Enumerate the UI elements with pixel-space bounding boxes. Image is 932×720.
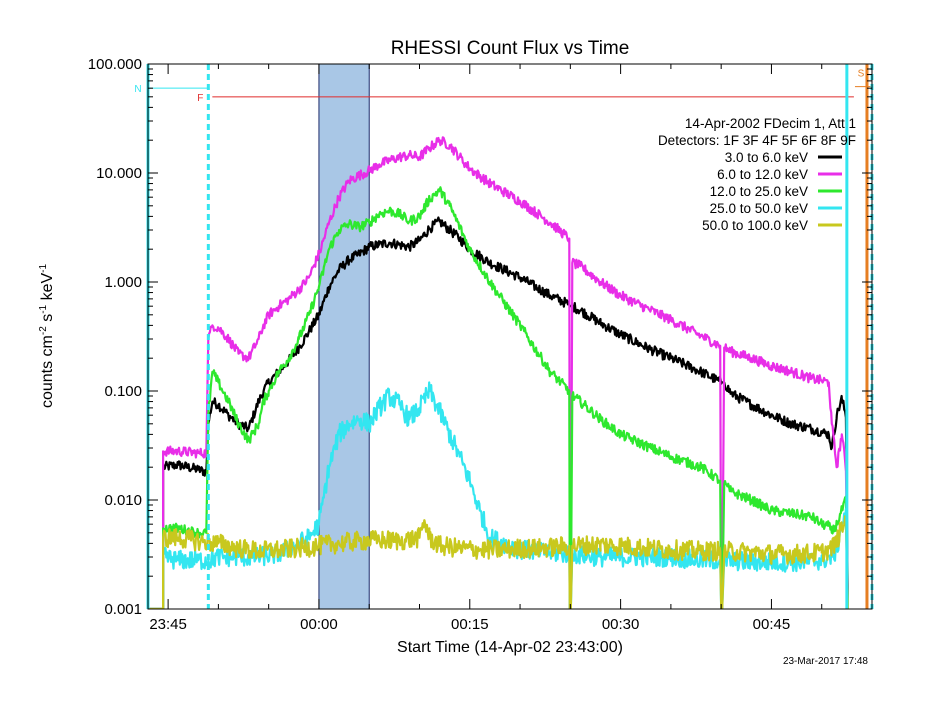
y-tick-label: 100.000 [88,56,142,73]
info-line-0: 14-Apr-2002 FDecim 1, Att 1 [685,116,856,131]
y-tick-label: 0.010 [104,492,142,509]
series-line-2 [148,186,849,609]
marker-label-4: S [858,69,865,80]
y-label-part-2: s [39,314,56,326]
x-tick-label: 00:00 [300,616,338,633]
x-tick-label: 00:30 [602,616,640,633]
series-line-0 [148,216,849,609]
series-line-1 [148,136,849,609]
legend-label-4: 50.0 to 100.0 keV [702,218,808,233]
x-tick-label: 00:15 [451,616,489,633]
footer-timestamp: 23-Mar-2017 17:48 [783,656,868,667]
marker-label-2: F [197,93,203,104]
legend-label-1: 6.0 to 12.0 keV [717,167,808,182]
y-label-part-0: counts cm [39,335,56,408]
y-label-part-4: keV [39,273,56,305]
series-line-4 [148,515,849,609]
y-label-part-1: -2 [38,326,49,335]
x-axis-label: Start Time (14-Apr-02 23:43:00) [397,639,623,656]
y-tick-label: 0.100 [104,383,142,400]
y-label-part-5: -1 [38,264,49,273]
y-label-part-3: -1 [38,304,49,313]
legend-label-3: 25.0 to 50.0 keV [710,201,808,216]
plot-frame [147,63,873,610]
y-tick-label: 0.001 [104,601,142,618]
legend-label-2: 12.0 to 25.0 keV [710,184,808,199]
legend-label-0: 3.0 to 6.0 keV [725,150,808,165]
shaded-interval [318,64,370,609]
marker-label-0: N [134,84,141,95]
chart-title: RHESSI Count Flux vs Time [391,38,630,59]
x-tick-label: 23:45 [149,616,187,633]
x-tick-label: 00:45 [753,616,791,633]
y-axis-label: counts cm-2 s-1 keV-1 [38,264,56,409]
y-tick-label: 10.000 [96,165,142,182]
y-tick-label: 1.000 [104,274,142,291]
info-line-1: Detectors: 1F 3F 4F 5F 6F 8F 9F [658,133,856,148]
